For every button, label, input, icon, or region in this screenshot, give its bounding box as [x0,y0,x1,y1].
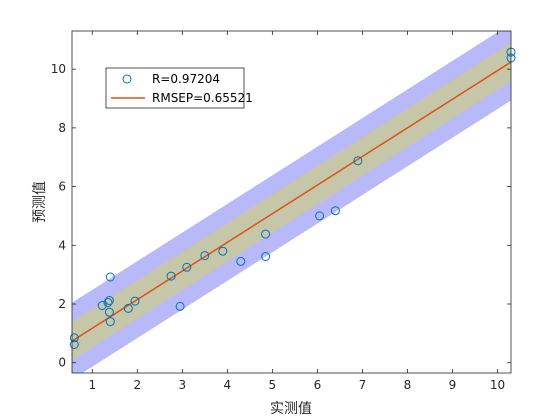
legend-marker-icon [122,74,132,84]
data-points [69,47,516,349]
data-point [103,298,113,307]
legend-label-rmsep: RMSEP=0.65521 [152,91,253,105]
x-tick-label: 1 [88,378,96,392]
legend: R=0.97204 RMSEP=0.65521 [105,67,253,109]
data-point [261,252,271,261]
x-tick-label: 6 [314,378,322,392]
y-axis-title: 预测值 [32,181,48,223]
data-point [97,301,107,310]
data-point [175,301,185,311]
data-point [104,307,114,317]
data-point [261,229,271,239]
data-point [105,317,115,327]
x-tick-label: 4 [224,378,232,392]
x-tick-label: 7 [359,378,367,392]
x-tick-label: 10 [490,378,505,392]
confidence-bands [72,31,511,373]
y-tick-label: 8 [58,121,66,135]
y-tick-label: 6 [58,180,66,194]
data-point [166,271,176,281]
x-tick-label: 3 [178,378,186,392]
data-point [353,156,363,166]
x-axis-ticks: 1 2 3 4 5 6 7 8 9 10 [88,31,505,392]
y-tick-label: 10 [51,62,66,76]
data-point [330,206,340,216]
data-point [315,211,325,221]
data-point [130,296,140,306]
fit-line [72,61,511,342]
legend-box [105,67,245,109]
data-point [123,303,133,313]
y-tick-label: 0 [58,356,66,370]
data-point [69,333,79,343]
data-point [104,296,114,305]
x-tick-label: 2 [133,378,141,392]
legend-label-r: R=0.97204 [152,72,220,86]
x-axis-title: 实测值 [270,401,312,417]
data-point [182,262,192,272]
plot-box [71,30,512,374]
data-point [105,272,115,282]
data-point [69,340,79,349]
x-tick-label: 8 [404,378,412,392]
data-point [200,251,210,261]
y-axis-ticks: 0 2 4 6 8 10 [51,62,511,370]
x-tick-label: 5 [269,378,277,392]
y-tick-label: 2 [58,297,66,311]
y-tick-label: 4 [58,238,66,252]
data-point [236,256,246,266]
x-tick-label: 9 [449,378,457,392]
data-point [218,246,228,256]
